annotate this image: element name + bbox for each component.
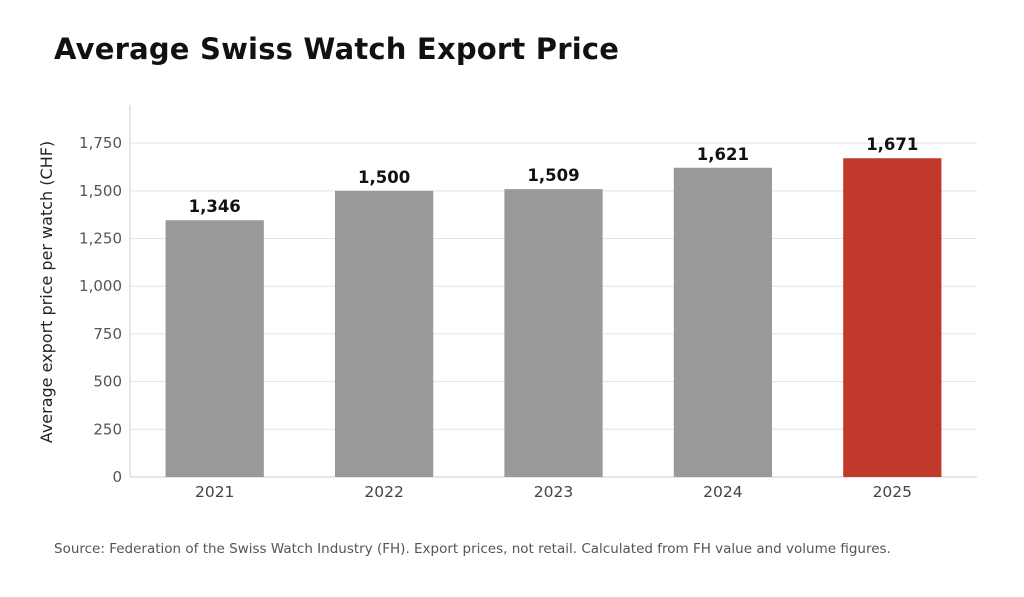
y-tick-label: 0 — [112, 468, 122, 486]
x-tick-label: 2025 — [873, 483, 912, 501]
x-tick-label: 2023 — [534, 483, 573, 501]
x-tick-label: 2022 — [364, 483, 403, 501]
y-axis-label: Average export price per watch (CHF) — [37, 141, 56, 443]
x-tick-label: 2024 — [703, 483, 742, 501]
y-tick-label: 1,250 — [79, 230, 122, 248]
data-label: 1,500 — [358, 168, 410, 187]
y-tick-label: 500 — [93, 373, 122, 391]
data-label: 1,509 — [527, 166, 579, 185]
y-tick-label: 250 — [93, 420, 122, 438]
y-tick-label: 750 — [93, 325, 122, 343]
x-tick-label: 2021 — [195, 483, 234, 501]
bars — [165, 158, 942, 478]
bar-2024 — [673, 167, 773, 478]
data-labels: 1,346 1,500 1,509 1,621 1,671 — [189, 135, 919, 216]
bar-2025 — [843, 158, 942, 477]
data-label: 1,621 — [697, 145, 749, 164]
bar-2022 — [334, 190, 434, 477]
y-tick-label: 1,750 — [79, 134, 122, 152]
y-tick-label: 1,500 — [79, 182, 122, 200]
source-note: Source: Federation of the Swiss Watch In… — [54, 541, 891, 557]
y-tick-label: 1,000 — [79, 277, 122, 295]
bar-2021 — [165, 220, 264, 477]
chart-title: Average Swiss Watch Export Price — [54, 32, 620, 66]
data-label: 1,346 — [189, 197, 241, 216]
bar-2023 — [504, 189, 603, 478]
data-label: 1,671 — [866, 135, 918, 154]
